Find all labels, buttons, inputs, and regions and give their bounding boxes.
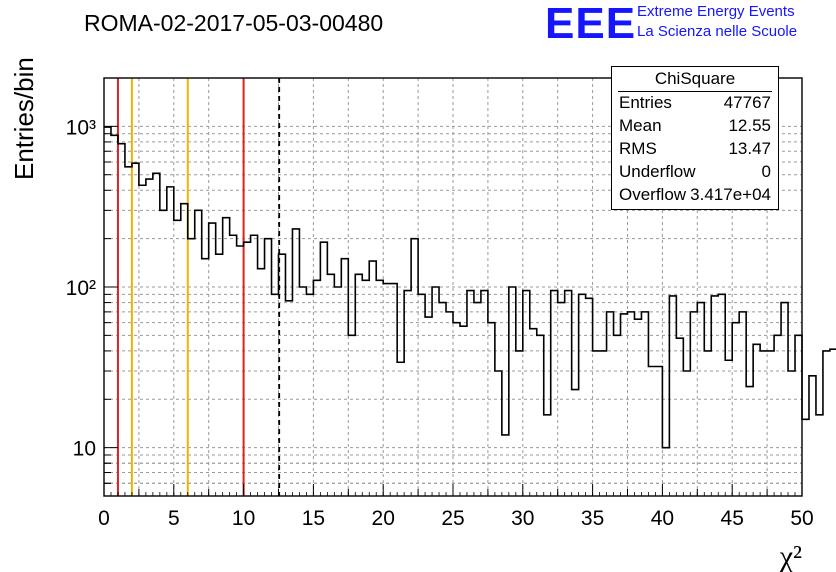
stat-label: RMS [619,139,657,158]
logo-line-1: Extreme Energy Events [637,3,795,20]
x-tick-label: 45 [721,507,744,530]
logo-mark: EEE [545,0,637,48]
y-tick-label: 10 [73,438,96,461]
x-tick-label: 0 [98,507,110,530]
x-tick-labels: 0 5 10 15 20 25 30 35 40 45 50 [98,507,814,530]
run-title: ROMA-02-2017-05-03-00480 [84,10,384,36]
histogram-series [104,126,836,449]
x-tick-label: 50 [790,507,813,530]
stats-box: ChiSquare Entries 47767 Mean 12.55 RMS 1… [611,66,779,210]
x-tick-label: 25 [441,507,464,530]
y-tick-labels: 10 10² 10³ [66,116,96,460]
stat-row-overflow: Overflow 3.417e+04 [619,185,771,207]
stat-label: Overflow [619,185,687,204]
x-tick-label: 10 [232,507,255,530]
logo-line-2: La Scienza nelle Scuole [637,23,798,40]
x-tick-label: 35 [581,507,604,530]
stat-row-underflow: Underflow 0 [619,162,771,184]
stats-title: ChiSquare [654,69,736,88]
x-tick-label: 15 [302,507,325,530]
stat-row-rms: RMS 13.47 [619,139,771,161]
x-axis-title: χ² [779,540,802,572]
x-tick-label: 40 [651,507,674,530]
y-tick-label: 10² [66,277,96,300]
x-tick-label: 5 [168,507,180,530]
stat-value: 47767 [723,93,771,112]
stat-value: 0 [761,162,771,181]
stat-row-entries: Entries 47767 [619,93,771,115]
y-axis-title: Entries/bin [9,57,39,180]
stat-value: 12.55 [728,116,771,135]
x-tick-label: 20 [372,507,395,530]
stat-label: Underflow [619,162,696,181]
stat-value: 13.47 [728,139,771,158]
stat-label: Entries [619,93,672,112]
stat-row-mean: Mean 12.55 [619,116,771,138]
stat-value: 3.417e+04 [690,185,771,204]
x-tick-label: 30 [511,507,534,530]
y-tick-label: 10³ [66,116,96,139]
stat-label: Mean [619,116,662,135]
stats-divider [618,91,772,92]
axis-ticks [103,77,803,497]
